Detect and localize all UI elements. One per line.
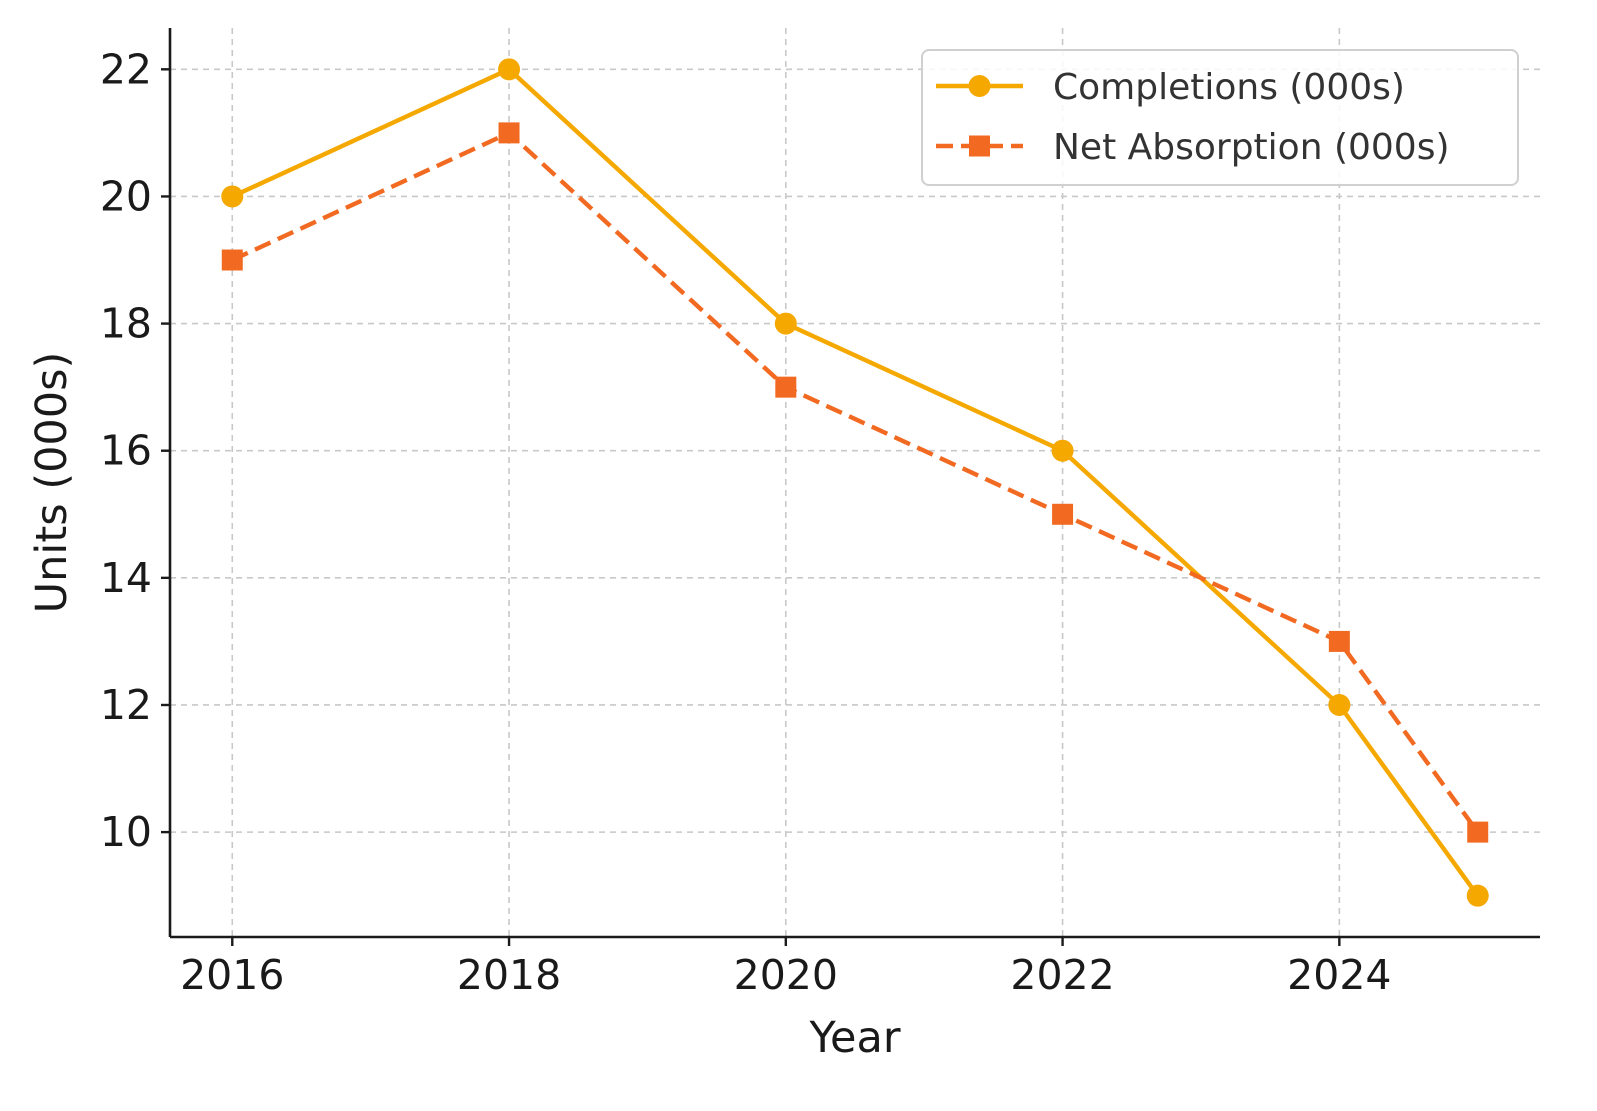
y-tick-label: 12 [100, 681, 152, 729]
series-1-point [221, 185, 244, 208]
legend-entry-2: Net Absorption (000s) [936, 127, 1450, 168]
series-1-point [1466, 884, 1489, 907]
legend-marker [969, 135, 990, 157]
series-1-point [1051, 439, 1074, 462]
legend-marker [968, 75, 991, 97]
x-tick-label: 2016 [180, 951, 284, 999]
x-tick-label: 2020 [734, 951, 838, 999]
series-1-point [774, 312, 797, 335]
series-2 [221, 122, 1489, 843]
x-tick-label: 2018 [457, 951, 561, 999]
legend-entry-1: Completions (000s) [936, 67, 1405, 108]
series-1-point [498, 58, 521, 81]
series-2-point [221, 249, 243, 271]
axes [168, 28, 1540, 939]
y-tick-label: 16 [100, 427, 152, 475]
legend-label: Completions (000s) [1053, 67, 1405, 108]
y-tick-label: 20 [100, 172, 152, 220]
x-tick-label: 2024 [1287, 951, 1391, 999]
grid [170, 28, 1540, 937]
series-2-point [498, 122, 520, 144]
series-1-line [231, 67, 1480, 897]
y-axis-label: Units (000s) [27, 352, 77, 614]
y-tick-label: 22 [100, 45, 152, 93]
x-tick-label: 2022 [1010, 951, 1114, 999]
series-2-point [1467, 821, 1489, 843]
series-2-line [231, 130, 1480, 834]
series-2-point [1052, 503, 1074, 525]
series-2-point [1328, 630, 1350, 652]
legend: Completions (000s) Net Absorption (000s) [921, 49, 1519, 186]
x-axis-label: Year [808, 1013, 900, 1063]
y-tick-label: 18 [100, 300, 152, 348]
legend-label: Net Absorption (000s) [1053, 127, 1450, 168]
series-2-point [775, 376, 797, 398]
series-1-point [1328, 693, 1351, 716]
y-tick-label: 14 [100, 554, 152, 602]
series-1 [221, 58, 1489, 907]
y-tick-label: 10 [100, 808, 152, 856]
legend-box [921, 49, 1519, 186]
series [221, 58, 1489, 907]
